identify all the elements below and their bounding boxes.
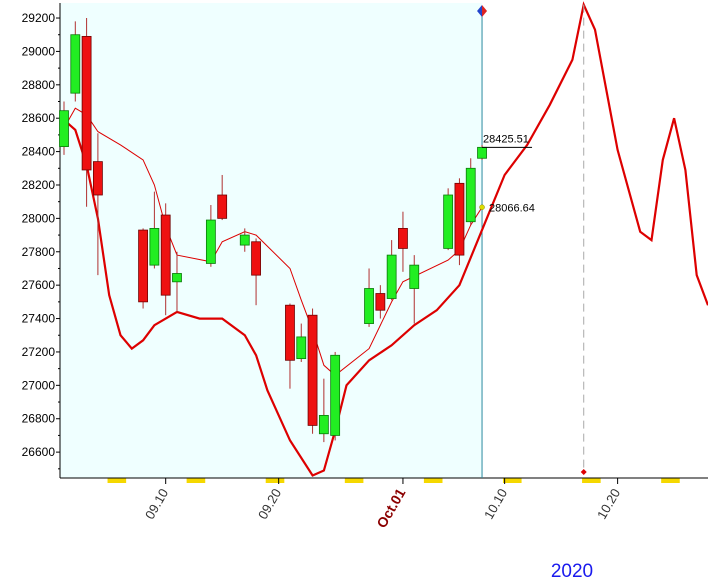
year-label: 2020 (551, 561, 593, 580)
candle-body (217, 194, 228, 219)
candle-body (81, 35, 92, 171)
candle-body (398, 227, 408, 249)
y-tick-label: 27000 (22, 378, 56, 392)
weekend-mark (344, 478, 364, 483)
candle-body (149, 227, 160, 266)
weekend-mark (423, 478, 443, 483)
overlay-line (63, 107, 483, 376)
y-tick-label: 28400 (22, 145, 56, 159)
overlay-line (63, 1, 708, 477)
y-tick-label: 27200 (22, 345, 56, 359)
candle-body (70, 34, 81, 94)
y-tick-label: 27800 (22, 245, 56, 259)
candle-body (409, 264, 420, 289)
candle-body (330, 354, 341, 436)
peak-diamond (580, 469, 587, 475)
y-tick-label: 27400 (22, 312, 56, 326)
candle-body (160, 214, 171, 296)
candle-body (138, 229, 148, 303)
candle-body (307, 314, 318, 426)
candle-body (386, 254, 397, 299)
candle-body (477, 146, 487, 159)
candle-body (296, 336, 307, 360)
candle-body (318, 414, 329, 435)
cursor-diamond-right (482, 5, 488, 17)
weekend-mark (186, 478, 206, 483)
weekend-mark (265, 478, 285, 483)
candle-body (443, 194, 454, 249)
candle-body (59, 110, 69, 147)
cursor-diamond-left (477, 5, 483, 17)
candle-body (285, 304, 295, 361)
y-tick-label: 28800 (22, 78, 56, 92)
close-label: 28425.51 (483, 133, 529, 145)
ma-label: 28066.64 (489, 202, 535, 214)
candle-body (465, 167, 476, 223)
y-tick-label: 28600 (22, 111, 56, 125)
y-tick-label: 26800 (22, 412, 56, 426)
y-tick-label: 28200 (22, 178, 56, 192)
candle-body (92, 161, 103, 196)
weekend-mark (661, 478, 680, 483)
history-bg (60, 3, 483, 478)
weekend-mark (502, 478, 522, 483)
candle-body (251, 241, 261, 276)
candle-body (454, 182, 465, 256)
y-tick-label: 27600 (22, 278, 56, 292)
y-tick-label: 29000 (22, 44, 56, 58)
weekend-mark (107, 478, 127, 483)
y-tick-label: 26600 (22, 445, 56, 459)
ma-point (479, 204, 485, 211)
y-tick-label: 28000 (22, 211, 56, 225)
weekend-mark (582, 478, 601, 483)
candle-body (239, 234, 250, 246)
candle-body (375, 293, 386, 311)
y-tick-label: 29200 (22, 11, 56, 25)
candle-body (364, 288, 374, 324)
candle-body (172, 273, 182, 283)
candle-body (205, 219, 216, 264)
